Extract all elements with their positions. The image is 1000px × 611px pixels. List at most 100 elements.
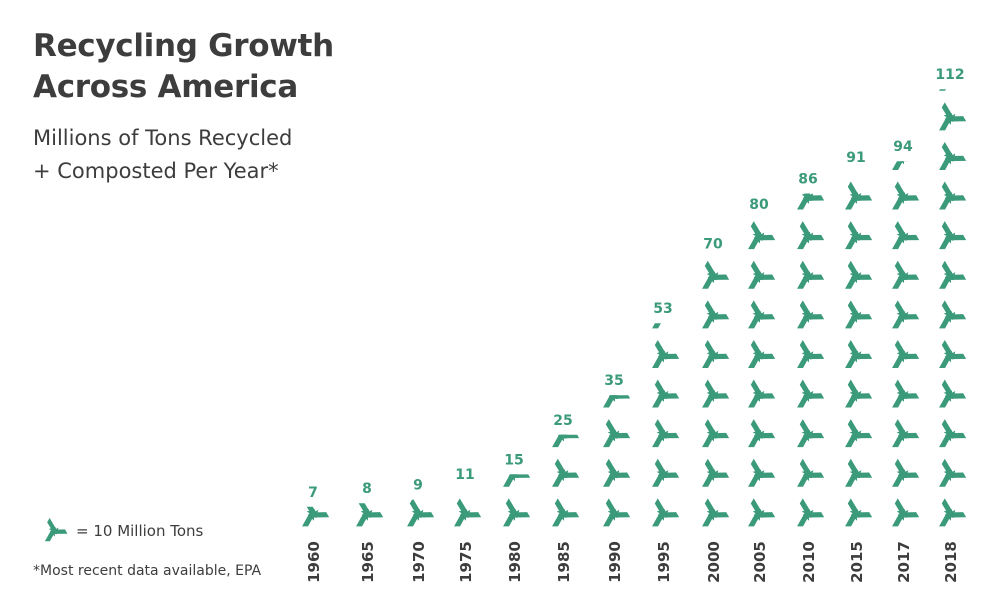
value-label: 15 (504, 452, 523, 468)
recycle-icon-mark (652, 419, 680, 448)
recycle-icon-mark (748, 498, 776, 527)
recycle-icon-mark (748, 379, 776, 408)
value-label: 91 (846, 150, 865, 166)
recycle-icon-mark (652, 498, 680, 527)
recycle-icon-mark (892, 458, 920, 487)
recycle-icon-partial-mark (603, 395, 631, 408)
recycle-icon-mark (702, 260, 730, 289)
value-label: 25 (553, 413, 572, 429)
recycle-icon-mark (552, 498, 580, 527)
chart-legend: = 10 Million Tons (38, 514, 203, 548)
recycle-icon-mark (939, 260, 967, 289)
legend-recycle-mark (44, 517, 68, 542)
x-tick-label: 1960 (305, 541, 323, 583)
recycle-icon-mark (702, 300, 730, 329)
recycle-icon-mark (939, 300, 967, 329)
column-1965: 8 1965 (356, 481, 384, 583)
recycle-icon-mark (797, 419, 825, 448)
recycle-icon-mark (748, 419, 776, 448)
column-2000: 70 2000 (702, 236, 730, 583)
recycle-icon-mark (845, 221, 873, 250)
value-label: 86 (798, 172, 817, 188)
recycle-icon-mark (892, 300, 920, 329)
recycle-icon-partial-mark (652, 323, 661, 329)
x-tick-label: 1995 (655, 541, 673, 583)
recycle-icon-mark (892, 221, 920, 250)
recycle-icon-mark (454, 498, 482, 527)
recycle-icon-mark (797, 339, 825, 368)
legend-label: = 10 Million Tons (76, 522, 204, 540)
recycle-icon-mark (748, 221, 776, 250)
recycle-icon-mark (702, 379, 730, 408)
recycle-icon-mark (797, 458, 825, 487)
recycle-icon-partial-mark (407, 499, 435, 527)
x-tick-label: 2015 (848, 541, 866, 583)
recycle-icon-mark (797, 300, 825, 329)
chart-title-line-2: Across America (33, 69, 298, 105)
chart-title-line-1: Recycling Growth (33, 28, 334, 64)
recycle-icon-mark (702, 458, 730, 487)
recycle-icon-mark (939, 498, 967, 527)
recycle-icon-mark (939, 141, 967, 170)
column-1980: 15 1980 (503, 452, 531, 583)
recycle-icon-mark (892, 419, 920, 448)
column-1970: 9 1970 (407, 478, 435, 583)
recycle-icon-mark (797, 379, 825, 408)
value-label: 35 (604, 373, 623, 389)
column-1990: 35 1990 (603, 373, 631, 583)
recycle-icon-partial-mark (302, 506, 330, 527)
recycle-icon-mark (503, 498, 531, 527)
value-label: 53 (653, 301, 672, 317)
recycle-icon-mark (939, 339, 967, 368)
recycle-icon-mark (652, 339, 680, 368)
recycle-icon-mark (939, 458, 967, 487)
recycle-icon-partial-mark (356, 503, 384, 527)
recycle-icon-mark (845, 419, 873, 448)
recycle-icon-mark (845, 458, 873, 487)
recycle-icon-mark (845, 339, 873, 368)
column-2005: 80 2005 (748, 197, 776, 583)
recycle-icon-mark (552, 458, 580, 487)
chart-subtitle-line-1: Millions of Tons Recycled (33, 126, 293, 150)
recycle-icon-mark (845, 498, 873, 527)
recycle-icon-mark (603, 458, 631, 487)
value-label: 80 (749, 197, 769, 213)
recycle-icon-mark (845, 260, 873, 289)
recycle-icon-mark (748, 300, 776, 329)
column-1985: 25 1985 (552, 413, 580, 583)
recycle-icon-mark (939, 379, 967, 408)
value-label: 9 (413, 478, 423, 494)
column-1960: 7 1960 (302, 485, 330, 583)
recycle-icon-partial-mark (797, 193, 825, 210)
footnote: *Most recent data available, EPA (33, 563, 262, 579)
recycle-icon-mark (939, 181, 967, 210)
x-tick-label: 2000 (705, 541, 723, 583)
recycle-icon-mark (845, 379, 873, 408)
column-2015: 91 2015 (845, 150, 873, 583)
recycle-icon-partial-mark (503, 474, 531, 487)
recycle-icon-mark (748, 458, 776, 487)
x-tick-label: 1970 (410, 541, 428, 583)
recycle-icon-partial-mark (552, 434, 580, 448)
x-tick-label: 1975 (457, 541, 475, 583)
recycle-icon-mark (797, 498, 825, 527)
column-2018: 112 2018 (935, 67, 967, 583)
recycle-icon-mark (845, 300, 873, 329)
value-label: 8 (362, 481, 372, 497)
recycle-icon-mark (702, 419, 730, 448)
x-tick-label: 1990 (606, 541, 624, 583)
value-label: 7 (308, 485, 318, 501)
chart-subtitle-line-2: + Composted Per Year* (33, 159, 279, 183)
recycle-icon-mark (939, 419, 967, 448)
column-2017: 94 2017 (892, 139, 920, 583)
x-tick-label: 2018 (942, 541, 960, 583)
recycle-icon-mark (652, 458, 680, 487)
recycle-icon (44, 517, 68, 542)
x-tick-label: 1965 (359, 541, 377, 583)
recycle-icon-partial-mark (939, 89, 946, 91)
column-2010: 86 2010 (797, 172, 825, 583)
recycle-icon-mark (939, 221, 967, 250)
recycle-icon-mark (892, 181, 920, 210)
recycle-icon-mark (603, 419, 631, 448)
